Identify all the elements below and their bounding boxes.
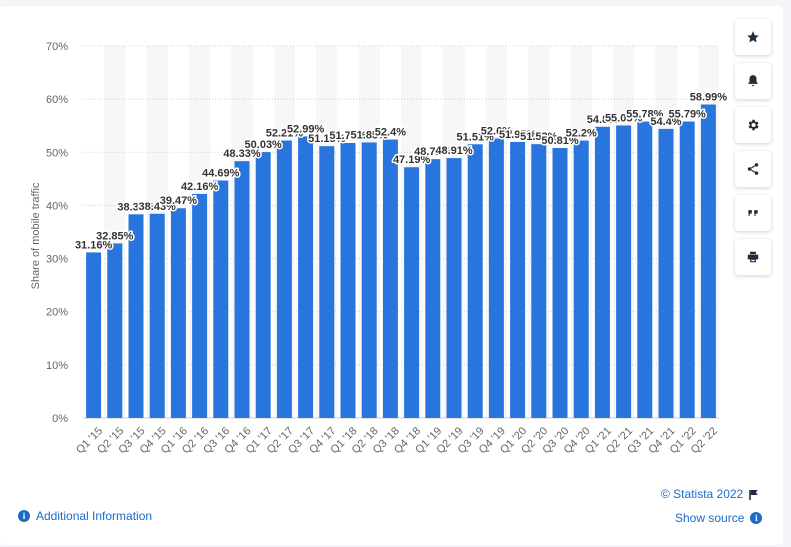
data-label: 55.79% xyxy=(669,109,707,121)
y-tick-label: 10% xyxy=(46,360,68,372)
gear-icon xyxy=(748,119,759,131)
bar xyxy=(234,161,250,418)
data-label: 39.47% xyxy=(160,195,198,207)
data-label: 51.53% xyxy=(520,131,558,143)
bar xyxy=(425,159,441,418)
bar xyxy=(213,180,229,418)
data-label: 44.69% xyxy=(202,168,240,180)
bar xyxy=(594,126,610,418)
show-source-text: Show source xyxy=(675,511,745,525)
side-toolbar xyxy=(735,19,771,283)
data-label: 31.16% xyxy=(75,239,113,251)
bar xyxy=(446,158,462,418)
info-icon: i xyxy=(18,510,30,522)
bars xyxy=(86,104,716,419)
print-button[interactable] xyxy=(735,239,771,275)
data-label: 48.91% xyxy=(435,145,473,157)
data-label: 51.75% xyxy=(329,130,367,142)
data-label: 32.85% xyxy=(96,230,134,242)
flag-icon xyxy=(749,489,759,500)
data-label: 48.71% xyxy=(414,146,452,158)
data-label: 58.99% xyxy=(690,92,728,104)
settings-button[interactable] xyxy=(735,107,771,143)
y-tick-label: 20% xyxy=(46,307,68,319)
data-label: 50.81% xyxy=(541,135,579,147)
bar xyxy=(149,213,165,418)
bar xyxy=(637,121,653,418)
y-tick-label: 50% xyxy=(46,147,68,159)
y-axis-label: Share of mobile traffic xyxy=(30,182,42,289)
additional-information-text: Additional Information xyxy=(36,509,153,523)
share-icon xyxy=(747,163,759,175)
bar xyxy=(298,136,314,418)
bar xyxy=(192,193,208,418)
quote-icon xyxy=(748,210,758,216)
star-icon xyxy=(747,31,759,43)
bar xyxy=(658,128,674,418)
y-tick-label: 0% xyxy=(52,413,68,425)
bar xyxy=(255,152,271,418)
data-label: 48.33% xyxy=(223,148,261,160)
bar xyxy=(404,167,420,418)
additional-information-link[interactable]: i Additional Information xyxy=(18,509,152,523)
bar xyxy=(128,214,144,418)
bar xyxy=(319,146,335,418)
data-label: 52.6% xyxy=(481,125,512,137)
data-label: 51.15% xyxy=(308,133,346,145)
bell-icon xyxy=(748,75,758,87)
y-tick-label: 40% xyxy=(46,200,68,212)
y-tick-label: 30% xyxy=(46,254,68,266)
chart-card: 0% 10% 20% 30% 40% 50% 60% 70% 31.16% 32.85% 38.3… xyxy=(0,6,783,545)
data-label: 52.21% xyxy=(266,128,304,140)
bar xyxy=(382,139,398,418)
info-icon: i xyxy=(750,512,763,524)
bar xyxy=(679,121,695,419)
data-label: 38.43% xyxy=(139,201,177,213)
data-label: 54.8% xyxy=(587,114,618,126)
bar xyxy=(467,144,483,418)
data-label: 55.78% xyxy=(626,109,664,121)
bar xyxy=(170,208,186,418)
bar xyxy=(107,243,123,418)
y-tick-label: 70% xyxy=(46,41,68,53)
bar xyxy=(86,252,102,418)
copyright-text: © Statista 2022 xyxy=(661,487,744,501)
y-tick-label: 60% xyxy=(46,94,68,106)
cite-button[interactable] xyxy=(735,195,771,231)
data-label: 52.4% xyxy=(375,127,406,139)
show-source-link[interactable]: Show source i xyxy=(675,511,763,525)
notification-button[interactable] xyxy=(735,63,771,99)
data-label: 55.05% xyxy=(605,112,643,124)
share-button[interactable] xyxy=(735,151,771,187)
bar xyxy=(552,147,568,418)
bar xyxy=(276,140,292,418)
copyright-link[interactable]: © Statista 2022 xyxy=(661,487,759,501)
data-labels: 31.16%32.85% 38.33%38.43%39.47% 42.16%44.6… xyxy=(73,90,728,253)
data-label: 52.2% xyxy=(566,128,597,140)
bar xyxy=(361,142,377,418)
data-label: 50.03% xyxy=(245,139,283,151)
data-label: 47.19% xyxy=(393,154,431,166)
data-label: 54.4% xyxy=(650,116,681,128)
bar xyxy=(510,141,526,418)
bar xyxy=(573,140,589,418)
bar xyxy=(700,104,716,418)
data-label: 42.16% xyxy=(181,181,219,193)
bar xyxy=(531,144,547,419)
bar xyxy=(340,142,356,418)
grid-lines xyxy=(83,45,719,419)
bar-chart: 0% 10% 20% 30% 40% 50% 60% 70% 31.16%32.85% 38.3… xyxy=(30,41,729,456)
data-label: 51.95% xyxy=(499,129,537,141)
y-axis-ticks: 0% 10% 20% 30% 40% 50% 60% 70% xyxy=(46,41,68,425)
print-icon xyxy=(747,251,759,263)
bar xyxy=(488,138,504,418)
bar xyxy=(616,125,632,418)
data-label: 38.33% xyxy=(117,201,155,213)
data-label: 51.85% xyxy=(351,129,389,141)
data-label: 51.51% xyxy=(457,131,495,143)
favorite-button[interactable] xyxy=(735,19,771,55)
data-label: 52.99% xyxy=(287,123,325,135)
